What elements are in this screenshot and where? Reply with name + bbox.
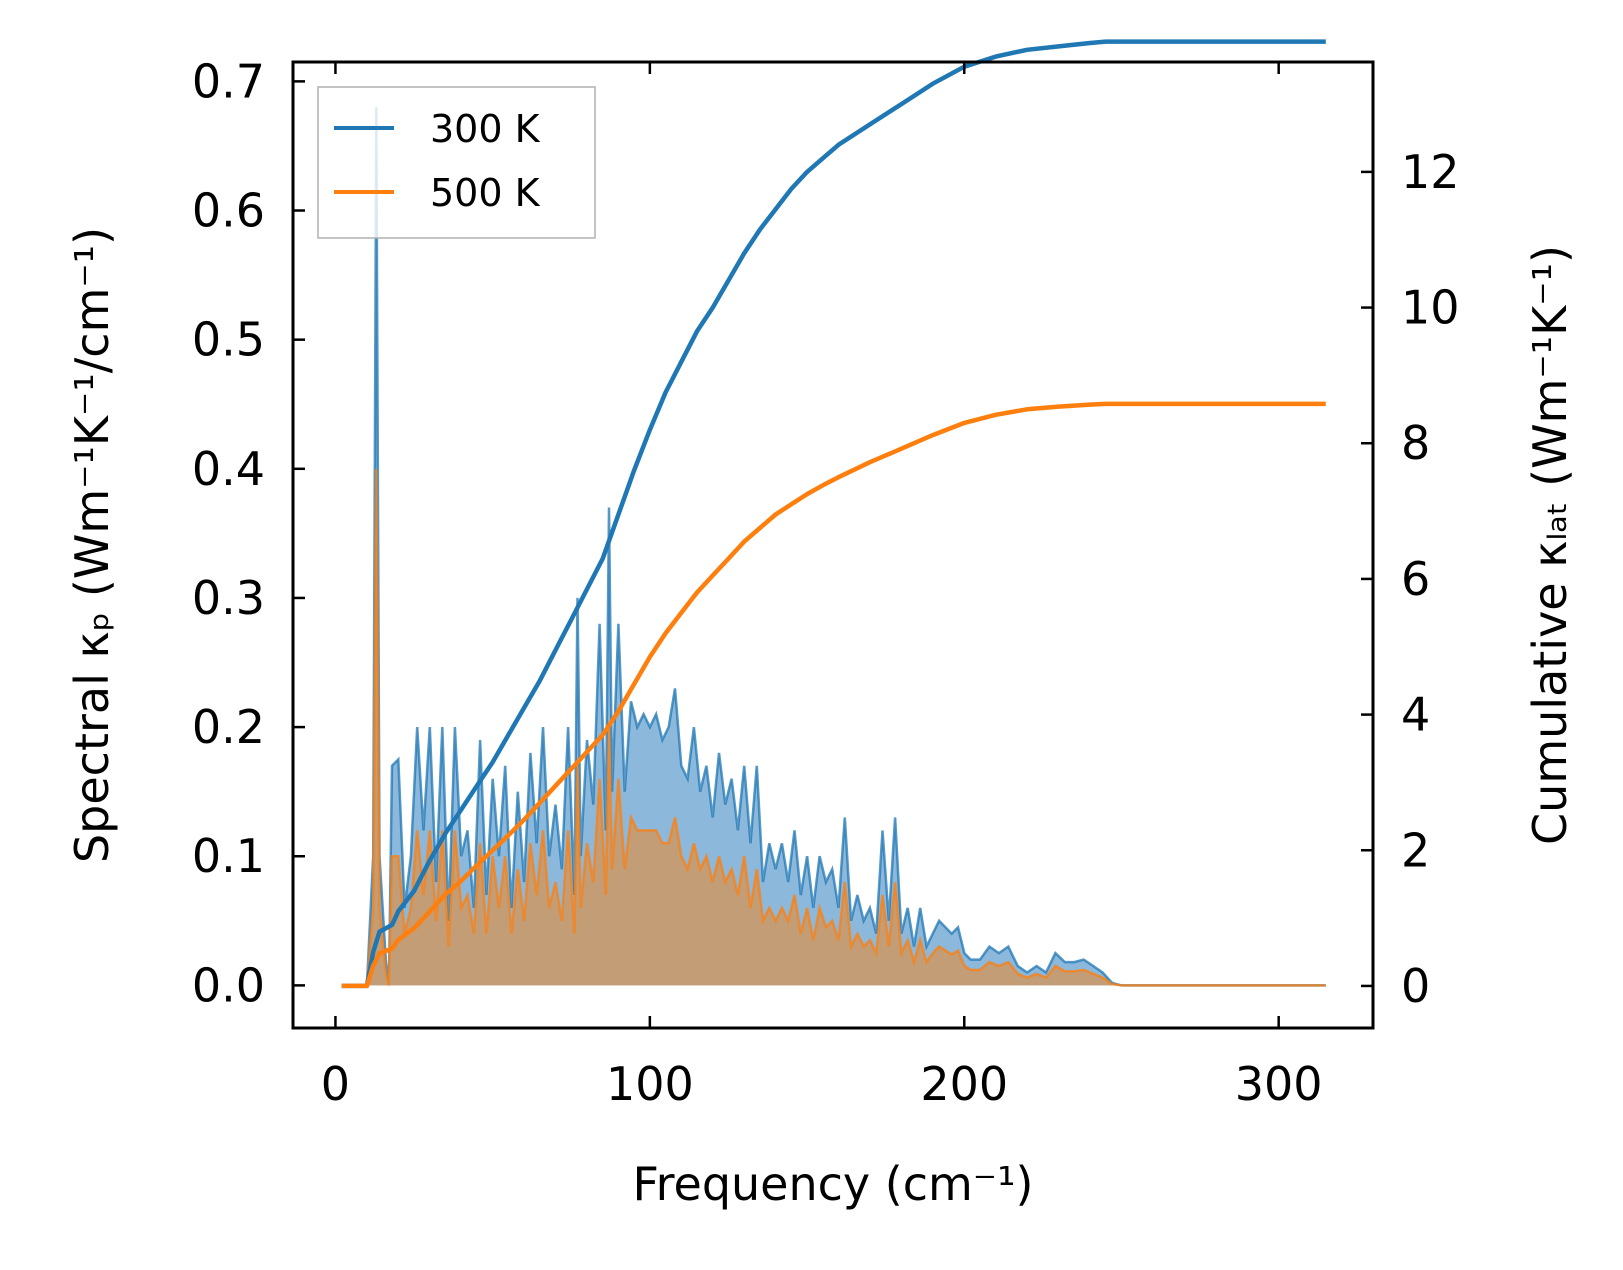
y-right-tick-label: 8	[1401, 416, 1430, 470]
y-left-tick-label: 0.4	[192, 442, 265, 496]
spectral-area-500k	[341, 468, 1326, 986]
y-left-tick-label: 0.6	[192, 184, 265, 238]
spectral-line-500k	[341, 468, 1326, 987]
data-lines	[341, 39, 1326, 989]
y-right-tick-label: 12	[1401, 145, 1460, 199]
y-left-tick-label: 0.5	[192, 313, 265, 367]
y-left-tick-label: 0.1	[192, 829, 265, 883]
axis-ticks	[293, 62, 1373, 1028]
y-right-tick-label: 6	[1401, 552, 1430, 606]
x-tick-label: 0	[321, 1057, 350, 1111]
axes-frame	[291, 60, 1375, 1030]
cumulative-line-300k	[341, 39, 1326, 989]
y-left-tick-label: 0.7	[192, 54, 265, 108]
y-right-tick-label: 2	[1401, 823, 1430, 877]
legend: 300 K 500 K	[317, 86, 596, 239]
x-tick-label: 100	[606, 1057, 694, 1111]
spectral-line-300k	[341, 107, 1326, 987]
legend-label-300k: 300 K	[430, 107, 541, 151]
y-left-tick-label: 0.2	[192, 700, 265, 754]
y-left-tick-label: 0.0	[192, 958, 265, 1012]
y-right-tick-label: 10	[1401, 281, 1460, 335]
cumulative-line-500k	[341, 401, 1326, 989]
spectral-fills	[341, 107, 1326, 987]
y-right-tick-label: 4	[1401, 688, 1430, 742]
spectral-area-300k	[341, 107, 1326, 986]
legend-label-500k: 500 K	[430, 171, 541, 215]
x-axis-label: Frequency (cm⁻¹)	[633, 1157, 1034, 1211]
legend-box	[317, 86, 596, 239]
y-right-axis-label: Cumulative κₗₐₜ (Wm⁻¹K⁻¹)	[1523, 245, 1577, 845]
x-tick-label: 200	[920, 1057, 1008, 1111]
y-right-tick-label: 0	[1401, 959, 1430, 1013]
tick-labels: 0 100 200 300 0.0 0.1 0.2 0.3 0.4 0.5 0.6 0.7 0 2 4 6 8 1…	[192, 54, 1460, 1111]
y-left-axis-label: Spectral κₚ (Wm⁻¹K⁻¹/cm⁻¹)	[65, 227, 119, 863]
x-tick-label: 300	[1235, 1057, 1323, 1111]
y-left-tick-label: 0.3	[192, 571, 265, 625]
